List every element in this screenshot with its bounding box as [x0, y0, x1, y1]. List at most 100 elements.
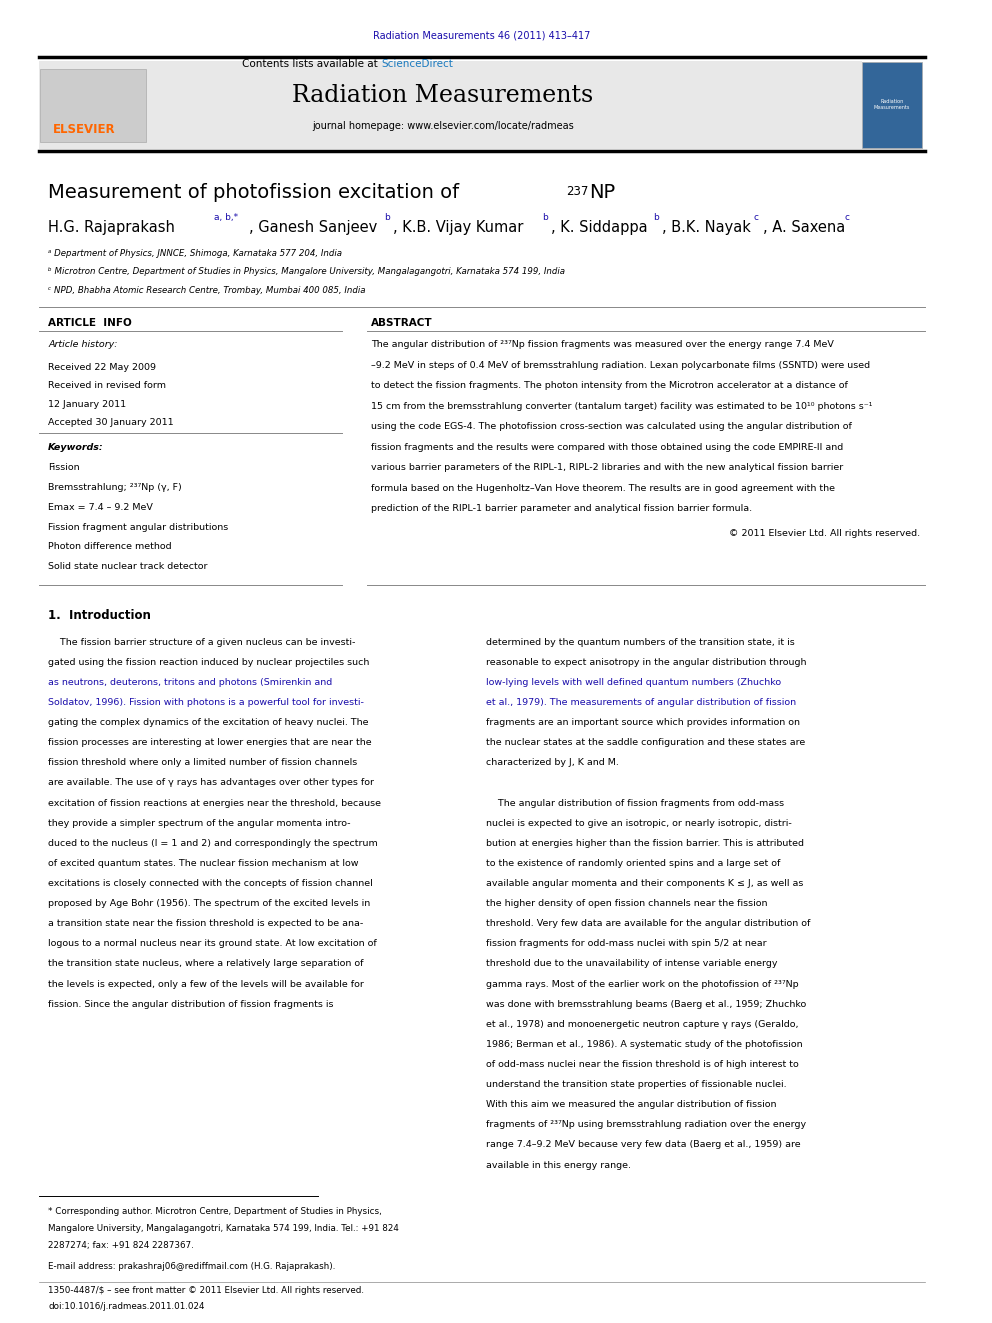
Text: proposed by Age Bohr (1956). The spectrum of the excited levels in: proposed by Age Bohr (1956). The spectru… [49, 900, 370, 908]
Text: threshold. Very few data are available for the angular distribution of: threshold. Very few data are available f… [486, 919, 810, 929]
Text: Fission fragment angular distributions: Fission fragment angular distributions [49, 523, 228, 532]
Text: Photon difference method: Photon difference method [49, 542, 172, 552]
Text: to the existence of randomly oriented spins and a large set of: to the existence of randomly oriented sp… [486, 859, 781, 868]
Text: fission fragments for odd-mass nuclei with spin 5/2 at near: fission fragments for odd-mass nuclei wi… [486, 939, 767, 949]
Text: © 2011 Elsevier Ltd. All rights reserved.: © 2011 Elsevier Ltd. All rights reserved… [729, 529, 920, 537]
Text: , K.B. Vijay Kumar: , K.B. Vijay Kumar [393, 220, 524, 234]
Text: fission processes are interesting at lower energies that are near the: fission processes are interesting at low… [49, 738, 372, 747]
Text: 12 January 2011: 12 January 2011 [49, 400, 126, 409]
Text: are available. The use of γ rays has advantages over other types for: are available. The use of γ rays has adv… [49, 778, 374, 787]
Text: ARTICLE  INFO: ARTICLE INFO [49, 318, 132, 328]
Text: fission threshold where only a limited number of fission channels: fission threshold where only a limited n… [49, 758, 357, 767]
FancyBboxPatch shape [39, 61, 862, 149]
Text: Measurement of photofission excitation of: Measurement of photofission excitation o… [49, 183, 465, 201]
Text: fission fragments and the results were compared with those obtained using the co: fission fragments and the results were c… [371, 442, 843, 451]
Text: 1.  Introduction: 1. Introduction [49, 609, 151, 622]
Text: of odd-mass nuclei near the fission threshold is of high interest to: of odd-mass nuclei near the fission thre… [486, 1060, 800, 1069]
Text: bution at energies higher than the fission barrier. This is attributed: bution at energies higher than the fissi… [486, 839, 805, 848]
Text: * Corresponding author. Microtron Centre, Department of Studies in Physics,: * Corresponding author. Microtron Centre… [49, 1207, 382, 1216]
Text: The fission barrier structure of a given nucleus can be investi-: The fission barrier structure of a given… [49, 638, 355, 647]
Text: gamma rays. Most of the earlier work on the photofission of ²³⁷Np: gamma rays. Most of the earlier work on … [486, 979, 800, 988]
Text: H.G. Rajaprakash: H.G. Rajaprakash [49, 220, 175, 234]
Text: fission. Since the angular distribution of fission fragments is: fission. Since the angular distribution … [49, 1000, 333, 1008]
Text: duced to the nucleus (l = 1 and 2) and correspondingly the spectrum: duced to the nucleus (l = 1 and 2) and c… [49, 839, 378, 848]
Text: Radiation Measurements 46 (2011) 413–417: Radiation Measurements 46 (2011) 413–417 [373, 30, 590, 41]
Text: was done with bremsstrahlung beams (Baerg et al., 1959; Zhuchko: was done with bremsstrahlung beams (Baer… [486, 1000, 806, 1008]
Text: fragments of ²³⁷Np using bremsstrahlung radiation over the energy: fragments of ²³⁷Np using bremsstrahlung … [486, 1121, 806, 1130]
FancyBboxPatch shape [41, 69, 147, 142]
Text: ᵇ Microtron Centre, Department of Studies in Physics, Mangalore University, Mang: ᵇ Microtron Centre, Department of Studie… [49, 267, 565, 277]
Text: excitation of fission reactions at energies near the threshold, because: excitation of fission reactions at energ… [49, 799, 381, 807]
Text: The angular distribution of fission fragments from odd-mass: The angular distribution of fission frag… [486, 799, 785, 807]
Text: ᶜ NPD, Bhabha Atomic Research Centre, Trombay, Mumbai 400 085, India: ᶜ NPD, Bhabha Atomic Research Centre, Tr… [49, 286, 366, 295]
Text: Radiation Measurements: Radiation Measurements [293, 83, 594, 107]
Text: using the code EGS-4. The photofission cross-section was calculated using the an: using the code EGS-4. The photofission c… [371, 422, 852, 431]
Text: Received 22 May 2009: Received 22 May 2009 [49, 363, 156, 372]
Text: gating the complex dynamics of the excitation of heavy nuclei. The: gating the complex dynamics of the excit… [49, 718, 369, 728]
Text: , B.K. Nayak: , B.K. Nayak [662, 220, 751, 234]
Text: characterized by J, K and M.: characterized by J, K and M. [486, 758, 619, 767]
Text: excitations is closely connected with the concepts of fission channel: excitations is closely connected with th… [49, 878, 373, 888]
Text: 237: 237 [566, 185, 589, 198]
Text: nuclei is expected to give an isotropic, or nearly isotropic, distri-: nuclei is expected to give an isotropic,… [486, 819, 793, 828]
Text: 15 cm from the bremsstrahlung converter (tantalum target) facility was estimated: 15 cm from the bremsstrahlung converter … [371, 402, 872, 410]
Text: –9.2 MeV in steps of 0.4 MeV of bremsstrahlung radiation. Lexan polycarbonate fi: –9.2 MeV in steps of 0.4 MeV of bremsstr… [371, 360, 870, 369]
Text: formula based on the Hugenholtz–Van Hove theorem. The results are in good agreem: formula based on the Hugenholtz–Van Hove… [371, 484, 835, 492]
Text: Contents lists available at: Contents lists available at [241, 58, 381, 69]
Text: the levels is expected, only a few of the levels will be available for: the levels is expected, only a few of th… [49, 979, 364, 988]
Text: , A. Saxena: , A. Saxena [763, 220, 845, 234]
Text: ABSTRACT: ABSTRACT [371, 318, 433, 328]
Text: Received in revised form: Received in revised form [49, 381, 167, 390]
Text: NP: NP [589, 183, 616, 201]
Text: 1986; Berman et al., 1986). A systematic study of the photofission: 1986; Berman et al., 1986). A systematic… [486, 1040, 804, 1049]
Text: threshold due to the unavailability of intense variable energy: threshold due to the unavailability of i… [486, 959, 778, 968]
Text: reasonable to expect anisotropy in the angular distribution through: reasonable to expect anisotropy in the a… [486, 658, 806, 667]
Text: , Ganesh Sanjeev: , Ganesh Sanjeev [249, 220, 377, 234]
Text: b: b [543, 213, 549, 222]
Text: Soldatov, 1996). Fission with photons is a powerful tool for investi-: Soldatov, 1996). Fission with photons is… [49, 699, 364, 706]
Text: ELSEVIER: ELSEVIER [53, 123, 116, 136]
Text: Mangalore University, Mangalagangotri, Karnataka 574 199, India. Tel.: +91 824: Mangalore University, Mangalagangotri, K… [49, 1224, 399, 1233]
Text: E-mail address: prakashraj06@rediffmail.com (H.G. Rajaprakash).: E-mail address: prakashraj06@rediffmail.… [49, 1262, 335, 1271]
FancyBboxPatch shape [862, 62, 922, 148]
Text: Bremsstrahlung; ²³⁷Np (γ, F): Bremsstrahlung; ²³⁷Np (γ, F) [49, 483, 182, 492]
Text: range 7.4–9.2 MeV because very few data (Baerg et al., 1959) are: range 7.4–9.2 MeV because very few data … [486, 1140, 802, 1150]
Text: b: b [653, 213, 659, 222]
Text: doi:10.1016/j.radmeas.2011.01.024: doi:10.1016/j.radmeas.2011.01.024 [49, 1302, 204, 1311]
Text: the higher density of open fission channels near the fission: the higher density of open fission chann… [486, 900, 768, 908]
Text: c: c [753, 213, 758, 222]
Text: understand the transition state properties of fissionable nuclei.: understand the transition state properti… [486, 1080, 787, 1089]
Text: the transition state nucleus, where a relatively large separation of: the transition state nucleus, where a re… [49, 959, 364, 968]
Text: With this aim we measured the angular distribution of fission: With this aim we measured the angular di… [486, 1101, 777, 1109]
Text: as neutrons, deuterons, tritons and photons (Smirenkin and: as neutrons, deuterons, tritons and phot… [49, 677, 332, 687]
Text: journal homepage: www.elsevier.com/locate/radmeas: journal homepage: www.elsevier.com/locat… [312, 120, 574, 131]
Text: et al., 1979). The measurements of angular distribution of fission: et al., 1979). The measurements of angul… [486, 699, 797, 706]
Text: Fission: Fission [49, 463, 79, 472]
Text: logous to a normal nucleus near its ground state. At low excitation of: logous to a normal nucleus near its grou… [49, 939, 377, 949]
Text: Emax = 7.4 – 9.2 MeV: Emax = 7.4 – 9.2 MeV [49, 503, 153, 512]
Text: 2287274; fax: +91 824 2287367.: 2287274; fax: +91 824 2287367. [49, 1241, 193, 1250]
Text: , K. Siddappa: , K. Siddappa [551, 220, 648, 234]
Text: 1350-4487/$ – see front matter © 2011 Elsevier Ltd. All rights reserved.: 1350-4487/$ – see front matter © 2011 El… [49, 1286, 364, 1295]
Text: ScienceDirect: ScienceDirect [382, 58, 453, 69]
Text: determined by the quantum numbers of the transition state, it is: determined by the quantum numbers of the… [486, 638, 796, 647]
Text: c: c [845, 213, 850, 222]
Text: gated using the fission reaction induced by nuclear projectiles such: gated using the fission reaction induced… [49, 658, 370, 667]
Text: ᵃ Department of Physics, JNNCE, Shimoga, Karnataka 577 204, India: ᵃ Department of Physics, JNNCE, Shimoga,… [49, 249, 342, 258]
Text: Keywords:: Keywords: [49, 443, 104, 452]
Text: of excited quantum states. The nuclear fission mechanism at low: of excited quantum states. The nuclear f… [49, 859, 359, 868]
Text: prediction of the RIPL-1 barrier parameter and analytical fission barrier formul: prediction of the RIPL-1 barrier paramet… [371, 504, 752, 513]
Text: et al., 1978) and monoenergetic neutron capture γ rays (Geraldo,: et al., 1978) and monoenergetic neutron … [486, 1020, 799, 1029]
Text: various barrier parameters of the RIPL-1, RIPL-2 libraries and with the new anal: various barrier parameters of the RIPL-1… [371, 463, 843, 472]
Text: fragments are an important source which provides information on: fragments are an important source which … [486, 718, 801, 728]
Text: Article history:: Article history: [49, 340, 118, 349]
Text: The angular distribution of ²³⁷Np fission fragments was measured over the energy: The angular distribution of ²³⁷Np fissio… [371, 340, 833, 349]
Text: low-lying levels with well defined quantum numbers (Zhuchko: low-lying levels with well defined quant… [486, 677, 782, 687]
Text: a transition state near the fission threshold is expected to be ana-: a transition state near the fission thre… [49, 919, 363, 929]
Text: to detect the fission fragments. The photon intensity from the Microtron acceler: to detect the fission fragments. The pho… [371, 381, 848, 390]
Text: b: b [384, 213, 390, 222]
Text: available in this energy range.: available in this energy range. [486, 1160, 632, 1170]
Text: they provide a simpler spectrum of the angular momenta intro-: they provide a simpler spectrum of the a… [49, 819, 350, 828]
Text: Radiation
Measurements: Radiation Measurements [874, 99, 911, 110]
Text: the nuclear states at the saddle configuration and these states are: the nuclear states at the saddle configu… [486, 738, 806, 747]
